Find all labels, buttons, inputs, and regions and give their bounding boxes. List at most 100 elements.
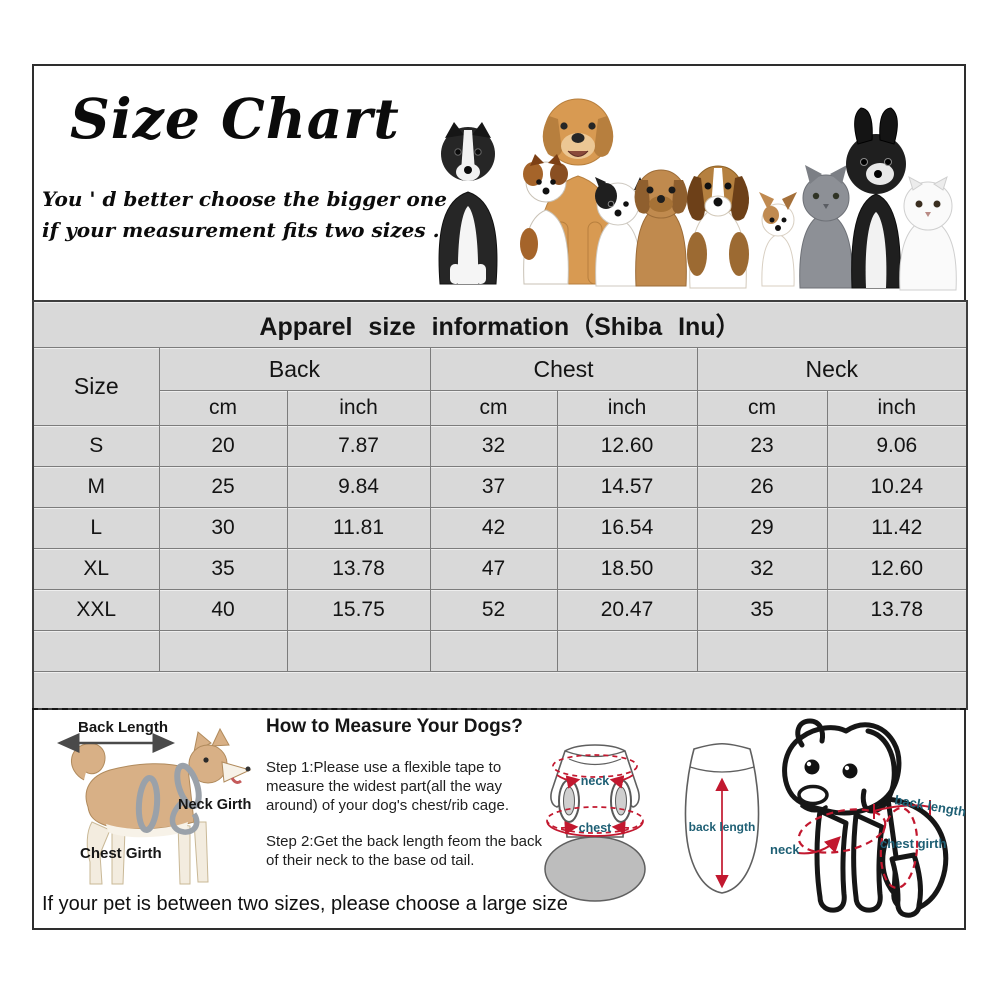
unit-chest-cm: cm — [429, 390, 558, 426]
neck-measure-line — [552, 754, 638, 778]
header-neck: Neck — [696, 347, 968, 391]
header-back: Back — [158, 347, 431, 391]
footer-note: If your pet is between two sizes, please… — [42, 893, 568, 915]
vest-belly-panel — [544, 836, 646, 902]
jack-russell-illustration — [520, 154, 569, 285]
measure-instructions: How to Measure Your Dogs? Step 1:Please … — [266, 716, 550, 887]
unit-neck-cm: cm — [696, 390, 828, 426]
chest-measure-line — [879, 806, 919, 890]
value-cell: 29 — [696, 507, 828, 549]
size-cell: XXL — [32, 589, 160, 631]
puppy-drawing — [782, 718, 949, 918]
value-cell: 32 — [696, 548, 828, 590]
back-length-measure-line — [873, 804, 931, 812]
black-white-puppy-illustration — [595, 177, 646, 287]
value-cell: 7.87 — [286, 425, 431, 467]
garment-back-diagram: back length — [684, 742, 760, 894]
vest-front-diagram: neck chest — [544, 744, 646, 902]
border-collie-illustration — [438, 122, 498, 285]
unit-chest-inch: inch — [556, 390, 698, 426]
value-cell: 35 — [158, 548, 288, 590]
empty-cell — [286, 630, 431, 672]
empty-cell — [32, 630, 160, 672]
value-cell: 37 — [429, 466, 558, 508]
value-cell: 26 — [696, 466, 828, 508]
empty-cell — [556, 630, 698, 672]
value-cell: 15.75 — [286, 589, 431, 631]
table-units-row: cm inch cm inch cm inch — [33, 390, 968, 426]
table-row: L 30 11.81 42 16.54 29 11.42 — [32, 507, 968, 549]
page-subtitle: You ' d better choose the bigger one if … — [42, 184, 447, 246]
value-cell: 10.24 — [826, 466, 968, 508]
neck-measure-line — [797, 808, 887, 854]
value-cell: 13.78 — [286, 548, 431, 590]
chest-girth-label: Chest Girth — [80, 845, 162, 862]
table-row: M 25 9.84 37 14.57 26 10.24 — [32, 466, 968, 508]
value-cell: 11.42 — [826, 507, 968, 549]
dashed-divider — [32, 708, 966, 710]
size-cell: M — [32, 466, 160, 508]
value-cell: 42 — [429, 507, 558, 549]
value-cell: 23 — [696, 425, 828, 467]
value-cell: 13.78 — [826, 589, 968, 631]
value-cell: 9.84 — [286, 466, 431, 508]
table-row: S 20 7.87 32 12.60 23 9.06 — [32, 425, 968, 467]
pekingese-illustration — [634, 169, 688, 287]
table-row: XXL 40 15.75 52 20.47 35 13.78 — [32, 589, 968, 631]
table-group-header-row: Size Back Chest Neck — [32, 347, 968, 426]
unit-neck-inch: inch — [826, 390, 968, 426]
neck-pointer-arrow — [797, 836, 841, 855]
table-footer-row — [32, 671, 968, 710]
value-cell: 47 — [429, 548, 558, 590]
back-length-label: Back Length — [78, 719, 168, 736]
value-cell: 25 — [158, 466, 288, 508]
value-cell: 30 — [158, 507, 288, 549]
neck-girth-label: Neck Girth — [178, 797, 251, 813]
value-cell: 11.81 — [286, 507, 431, 549]
shiba-measure-illustration: Back Length Neck Girth Chest Girth — [57, 719, 252, 885]
value-cell: 14.57 — [556, 466, 698, 508]
value-cell: 12.60 — [826, 548, 968, 590]
header-chest: Chest — [429, 347, 698, 391]
french-bulldog-illustration — [846, 107, 906, 289]
value-cell: 12.60 — [556, 425, 698, 467]
header-size: Size — [32, 347, 160, 426]
neck-label: neck — [770, 842, 800, 857]
size-table: Apparel size information（Shiba Inu） Size… — [32, 300, 968, 710]
table-title: Apparel size information（Shiba Inu） — [32, 300, 968, 348]
value-cell: 16.54 — [556, 507, 698, 549]
size-cell: S — [32, 425, 160, 467]
step-2-text: Step 2:Get the back length feom the back… — [266, 833, 543, 869]
unit-back-inch: inch — [286, 390, 431, 426]
subtitle-line-1: You ' d better choose the bigger one — [42, 187, 448, 211]
size-cell: XL — [32, 548, 160, 590]
empty-merged-cell — [32, 671, 968, 710]
empty-cell — [429, 630, 558, 672]
value-cell: 40 — [158, 589, 288, 631]
shiba-dog-drawing — [71, 727, 252, 885]
pets-photo — [438, 98, 957, 291]
measure-heading: How to Measure Your Dogs? — [266, 716, 523, 737]
page-title: Size Chart — [70, 86, 400, 151]
chest-label: chest — [579, 821, 612, 835]
empty-cell — [158, 630, 288, 672]
value-cell: 9.06 — [826, 425, 968, 467]
step-1-text: Step 1:Please use a flexible tape to mea… — [266, 759, 510, 814]
value-cell: 35 — [696, 589, 828, 631]
table-empty-row — [32, 630, 968, 672]
chihuahua-illustration — [759, 192, 797, 287]
value-cell: 20.47 — [556, 589, 698, 631]
back-length-label: back length — [689, 820, 756, 834]
size-cell: L — [32, 507, 160, 549]
beagle-illustration — [686, 165, 750, 289]
chest-girth-label: chest girth — [880, 836, 947, 851]
empty-cell — [826, 630, 968, 672]
neck-label: neck — [581, 774, 610, 788]
table-row: XL 35 13.78 47 18.50 32 12.60 — [32, 548, 968, 590]
value-cell: 52 — [429, 589, 558, 631]
value-cell: 20 — [158, 425, 288, 467]
value-cell: 18.50 — [556, 548, 698, 590]
persian-cat-illustration — [899, 175, 957, 291]
puppy-measure-illustration: back length neck chest girth — [770, 718, 967, 918]
